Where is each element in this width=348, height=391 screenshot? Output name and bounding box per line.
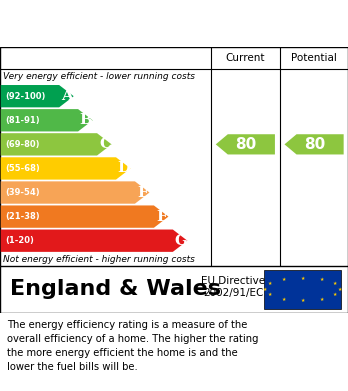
Text: (21-38): (21-38) (5, 212, 40, 221)
Text: ★: ★ (319, 297, 324, 301)
Text: ★: ★ (333, 292, 338, 298)
Text: The energy efficiency rating is a measure of the
overall efficiency of a home. T: The energy efficiency rating is a measur… (7, 320, 259, 372)
Text: ★: ★ (301, 276, 305, 281)
Text: ★: ★ (282, 297, 286, 301)
Text: C: C (99, 137, 111, 151)
Polygon shape (1, 157, 130, 179)
Text: (92-100): (92-100) (5, 91, 46, 101)
Text: (55-68): (55-68) (5, 164, 40, 173)
Text: 80: 80 (304, 137, 325, 152)
Text: ★: ★ (338, 287, 342, 292)
Text: Not energy efficient - higher running costs: Not energy efficient - higher running co… (3, 255, 195, 264)
Polygon shape (1, 230, 187, 252)
Polygon shape (216, 134, 275, 154)
Text: B: B (80, 113, 93, 127)
Text: ★: ★ (268, 292, 272, 298)
Polygon shape (1, 205, 168, 228)
Text: F: F (157, 210, 167, 224)
Text: A: A (61, 89, 73, 103)
Text: (69-80): (69-80) (5, 140, 40, 149)
Text: England & Wales: England & Wales (10, 279, 221, 300)
Polygon shape (285, 134, 344, 154)
Text: ★: ★ (268, 281, 272, 286)
Text: ★: ★ (263, 287, 267, 292)
Text: Energy Efficiency Rating: Energy Efficiency Rating (50, 14, 298, 32)
Polygon shape (1, 85, 74, 108)
Text: Potential: Potential (291, 53, 337, 63)
Polygon shape (1, 133, 112, 156)
Text: (81-91): (81-91) (5, 116, 40, 125)
Text: ★: ★ (282, 277, 286, 282)
Text: ★: ★ (319, 277, 324, 282)
Text: Current: Current (226, 53, 265, 63)
Text: ★: ★ (301, 298, 305, 303)
Text: ★: ★ (333, 281, 338, 286)
Text: (1-20): (1-20) (5, 236, 34, 245)
Bar (264, 270, 341, 309)
Text: D: D (117, 161, 130, 176)
Text: E: E (137, 185, 149, 199)
Text: EU Directive
2002/91/EC: EU Directive 2002/91/EC (201, 276, 265, 298)
Text: (39-54): (39-54) (5, 188, 40, 197)
Polygon shape (1, 109, 93, 131)
Text: 80: 80 (235, 137, 256, 152)
Text: Very energy efficient - lower running costs: Very energy efficient - lower running co… (3, 72, 196, 81)
Polygon shape (1, 181, 150, 204)
Text: G: G (174, 234, 187, 248)
